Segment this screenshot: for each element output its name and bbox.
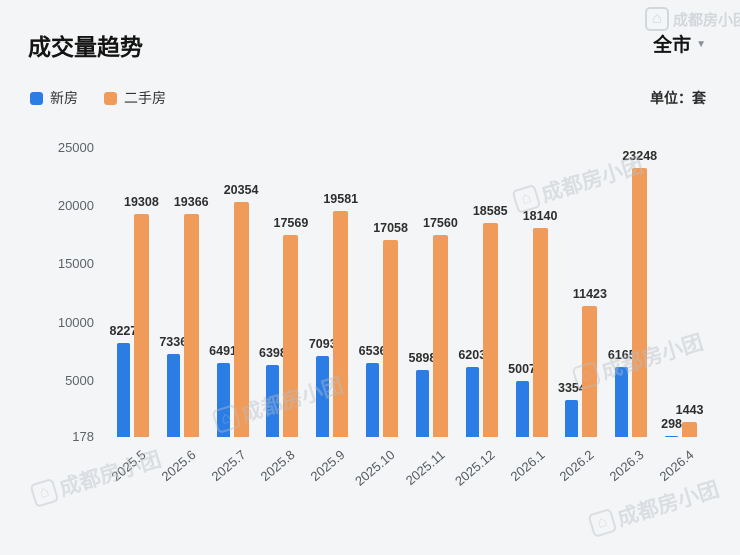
bar-new-homes bbox=[615, 367, 629, 437]
bar-secondhand-homes bbox=[682, 422, 698, 437]
bar-secondhand-homes bbox=[582, 306, 598, 437]
bar-value-label: 298 bbox=[661, 416, 682, 431]
bar-secondhand-homes bbox=[333, 211, 349, 437]
bar-new-homes bbox=[366, 362, 380, 437]
region-selector-label: 全市 bbox=[653, 35, 692, 56]
bar-value-label: 6203 bbox=[458, 347, 487, 362]
x-axis-tick-label: 2025.9 bbox=[307, 447, 348, 485]
page-title: 成交量趋势 bbox=[28, 34, 143, 60]
bar-value-label: 17560 bbox=[423, 215, 458, 230]
x-axis-tick-label: 2025.10 bbox=[352, 447, 398, 489]
bar-value-label: 19308 bbox=[124, 195, 159, 210]
y-axis-tick-label: 15000 bbox=[57, 256, 94, 272]
bar-new-homes bbox=[166, 353, 180, 437]
bar-value-label: 7093 bbox=[308, 337, 337, 352]
bar-secondhand-homes bbox=[233, 202, 249, 437]
bar-new-homes bbox=[316, 356, 330, 437]
legend-item-new-homes[interactable]: 新房 bbox=[30, 88, 78, 108]
watermark-corner: ⌂成都房小团 bbox=[644, 7, 740, 31]
legend-swatch-blue bbox=[30, 91, 43, 105]
bar-value-label: 6491 bbox=[209, 344, 237, 359]
y-axis-tick-label: 25000 bbox=[57, 140, 94, 155]
y-axis-tick-label: 5000 bbox=[65, 372, 94, 388]
bar-new-homes bbox=[216, 363, 230, 437]
x-axis-tick-label: 2025.8 bbox=[257, 447, 299, 485]
bar-value-label: 6536 bbox=[358, 343, 387, 358]
watermark-text: 成都房小团 bbox=[672, 11, 740, 29]
bar-value-label: 23248 bbox=[622, 149, 658, 164]
bar-secondhand-homes bbox=[183, 213, 199, 437]
x-axis-tick-label: 2026.2 bbox=[556, 447, 598, 485]
unit-label: 单位：套 bbox=[650, 90, 706, 106]
bar-new-homes bbox=[465, 366, 479, 437]
legend-label: 新房 bbox=[50, 90, 78, 106]
bar-value-label: 17058 bbox=[373, 221, 408, 236]
bar-value-label: 19366 bbox=[173, 194, 209, 209]
x-axis-tick-label: 2025.11 bbox=[402, 447, 448, 489]
bar-value-label: 17569 bbox=[273, 215, 309, 230]
x-axis-tick-label: 2026.3 bbox=[606, 447, 647, 485]
bar-value-label: 18585 bbox=[472, 203, 508, 218]
bar-value-label: 1443 bbox=[675, 403, 704, 418]
house-logo-icon: ⌂ bbox=[644, 7, 669, 31]
region-selector[interactable]: 全市 ▼ bbox=[653, 30, 706, 57]
bar-new-homes bbox=[665, 435, 679, 437]
bar-new-homes bbox=[565, 400, 579, 437]
y-axis-tick-label: 20000 bbox=[57, 198, 94, 214]
chevron-down-icon: ▼ bbox=[696, 39, 706, 50]
bar-value-label: 5898 bbox=[408, 351, 437, 366]
bar-value-label: 20354 bbox=[223, 183, 259, 198]
bar-secondhand-homes bbox=[383, 240, 399, 437]
bar-value-label: 11423 bbox=[572, 287, 607, 302]
bar-secondhand-homes bbox=[432, 234, 448, 437]
x-axis-tick-label: 2026.1 bbox=[507, 447, 548, 485]
house-logo-icon: ⌂ bbox=[587, 507, 618, 538]
bar-new-homes bbox=[116, 343, 130, 437]
y-axis-tick-label: 178 bbox=[72, 429, 94, 444]
bar-value-label: 19581 bbox=[323, 192, 359, 207]
bar-secondhand-homes bbox=[133, 214, 149, 437]
x-axis-tick-label: 2025.6 bbox=[158, 447, 199, 485]
chart-legend: 新房 二手房 bbox=[30, 88, 166, 108]
bar-value-label: 8227 bbox=[109, 324, 138, 339]
bar-new-homes bbox=[515, 380, 529, 437]
x-axis-tick-label: 2026.4 bbox=[656, 447, 697, 485]
bar-value-label: 3354 bbox=[558, 381, 586, 396]
bar-value-label: 18140 bbox=[522, 208, 558, 223]
bar-secondhand-homes bbox=[632, 168, 648, 437]
x-axis-tick-label: 2025.5 bbox=[108, 447, 149, 485]
bar-value-label: 5007 bbox=[508, 361, 536, 376]
bar-value-label: 7336 bbox=[159, 334, 188, 349]
legend-label: 二手房 bbox=[124, 90, 166, 106]
legend-swatch-orange bbox=[104, 91, 117, 105]
bar-secondhand-homes bbox=[532, 227, 548, 437]
bar-secondhand-homes bbox=[482, 222, 498, 437]
bar-value-label: 6398 bbox=[259, 345, 287, 360]
bar-new-homes bbox=[415, 370, 429, 437]
legend-item-secondhand-homes[interactable]: 二手房 bbox=[104, 88, 166, 108]
bar-secondhand-homes bbox=[283, 234, 299, 437]
x-axis-tick-label: 2025.12 bbox=[451, 447, 498, 489]
bar-value-label: 6165 bbox=[607, 348, 636, 363]
house-logo-icon: ⌂ bbox=[29, 477, 60, 508]
y-axis-tick-label: 10000 bbox=[57, 314, 94, 330]
x-axis-tick-label: 2025.7 bbox=[208, 447, 249, 485]
bar-new-homes bbox=[266, 364, 280, 437]
